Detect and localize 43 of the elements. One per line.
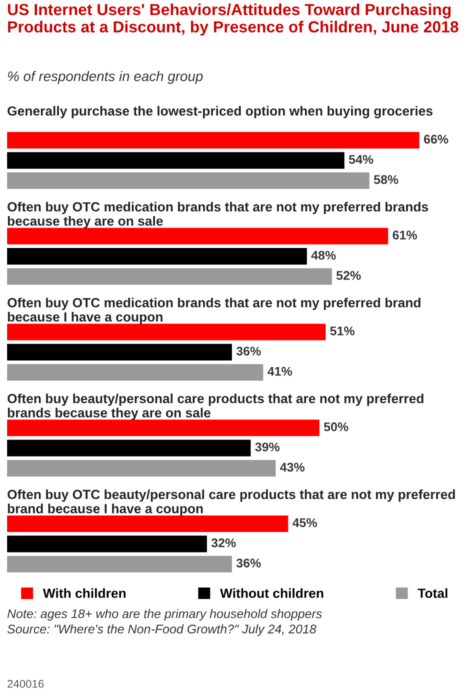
y-tick-label: Generally purchase the lowest-priced option when buying groceries <box>8 106 432 118</box>
bar <box>7 344 232 360</box>
data-label: 36% <box>236 558 261 568</box>
data-label: 51% <box>330 326 355 336</box>
bar <box>7 228 388 244</box>
bar <box>7 420 320 436</box>
chart-title: US Internet Users' Behaviors/Attitudes Toward Purchasing Products at a Discount, by Presence of Children, June 2018 <box>8 3 458 36</box>
data-label: 43% <box>280 462 305 472</box>
bar <box>7 460 276 477</box>
y-tick-label: Often buy OTC beauty/personal care products that are not my preferred brand because I have a coupon <box>8 489 455 516</box>
bar <box>7 536 207 552</box>
y-tick-label: Often buy OTC medication brands that are not my preferred brands because they are on sale <box>8 202 428 228</box>
data-label: 58% <box>374 175 398 184</box>
data-label: 41% <box>268 366 292 376</box>
data-label: 39% <box>255 442 280 452</box>
bar <box>7 364 264 381</box>
data-label: 61% <box>392 230 417 240</box>
data-label: 54% <box>348 154 374 164</box>
y-tick-label: Often buy beauty/personal care products that are not my preferred brands because they are on sale <box>8 394 424 420</box>
bar <box>7 556 232 572</box>
bar <box>7 172 370 189</box>
chart-subtitle: % of respondents in each group <box>8 70 203 84</box>
bar <box>7 515 288 532</box>
bar <box>7 132 420 149</box>
data-label: 48% <box>311 250 336 260</box>
legend-label: With children <box>42 588 126 598</box>
data-label: 32% <box>211 538 236 548</box>
source-note: Source: "Where's the Non-Food Growth?" July 24, 2018 <box>7 624 316 636</box>
legend-label: Total <box>418 588 448 598</box>
y-tick-label: Often buy OTC medication brands that are not my preferred brand because I have a coupon <box>8 298 420 324</box>
data-label: 52% <box>336 271 361 280</box>
data-label: 36% <box>236 346 261 356</box>
bar <box>7 268 332 285</box>
bar <box>7 440 251 456</box>
bar <box>7 248 307 265</box>
data-label: 66% <box>424 134 448 144</box>
legend-label: Without children <box>220 588 324 598</box>
text: 240016 <box>8 680 44 688</box>
bar <box>7 324 326 340</box>
data-label: 50% <box>324 422 348 432</box>
data-label: 45% <box>292 518 318 528</box>
text: Note: ages 18+ who are the primary household shoppers <box>7 608 322 621</box>
bar <box>7 152 344 169</box>
